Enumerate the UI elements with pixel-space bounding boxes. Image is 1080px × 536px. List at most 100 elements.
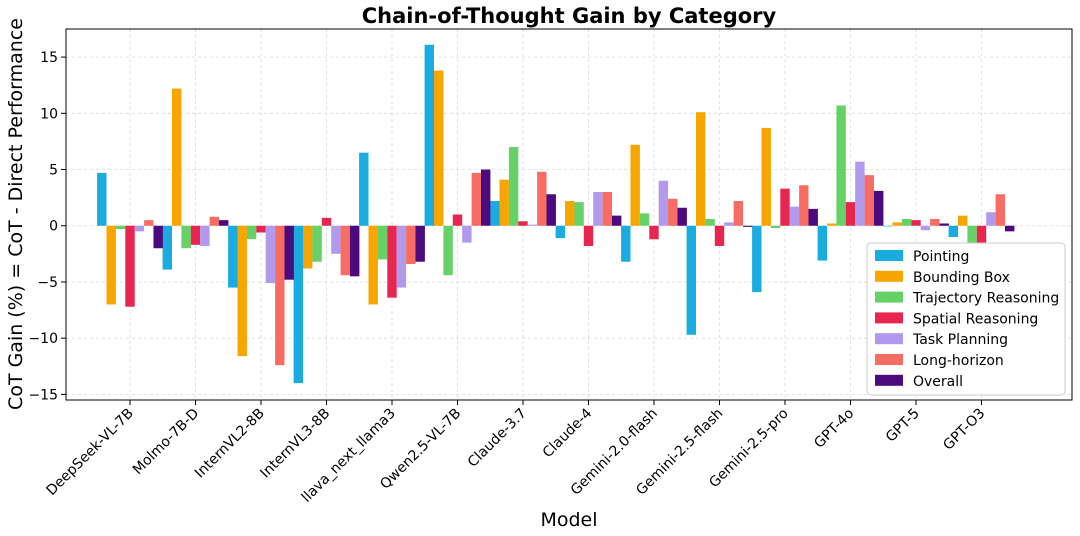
bar-long-horizon <box>733 201 743 226</box>
bar-long-horizon <box>209 216 219 226</box>
bar-long-horizon <box>537 171 547 226</box>
bar-spatial-reasoning <box>976 225 987 245</box>
bar-task-planning <box>920 225 931 231</box>
bar-task-planning <box>265 225 276 284</box>
x-tick-label: GPT-4o <box>811 406 857 452</box>
legend: Pointing Bounding Box Trajectory Reasoning… <box>866 242 1066 396</box>
bar-overall <box>546 194 556 226</box>
bar-bounding-box <box>696 112 706 226</box>
legend-label: Trajectory Reasoning <box>912 291 1059 307</box>
bar-pointing <box>948 225 958 237</box>
bar-long-horizon <box>406 225 416 264</box>
bar-bounding-box <box>761 127 771 226</box>
bar-spatial-reasoning <box>714 225 725 246</box>
bar-overall <box>284 225 294 280</box>
bar-overall <box>743 225 753 227</box>
legend-swatch <box>875 374 903 386</box>
bar-bounding-box <box>827 223 837 226</box>
bar-trajectory-reasoning <box>639 213 650 226</box>
bar-bounding-box <box>434 70 444 226</box>
bar-long-horizon <box>995 194 1005 226</box>
x-axis-label: Model <box>540 509 597 531</box>
y-tick-label: 15 <box>40 50 58 66</box>
bar-long-horizon <box>602 192 612 226</box>
bar-pointing <box>621 225 631 262</box>
bar-pointing <box>686 225 696 335</box>
bar-trajectory-reasoning <box>377 225 388 260</box>
x-tick-label: GPT-O3 <box>940 406 988 454</box>
bar-long-horizon <box>930 218 940 226</box>
bar-overall <box>153 225 163 249</box>
bar-task-planning <box>593 192 603 226</box>
bar-trajectory-reasoning <box>246 225 257 240</box>
bar-overall <box>1005 225 1015 232</box>
bar-bounding-box <box>565 201 575 226</box>
legend-swatch <box>875 312 903 324</box>
bar-spatial-reasoning <box>911 220 921 226</box>
legend-label: Task Planning <box>912 332 1008 348</box>
bar-task-planning <box>331 225 341 254</box>
bar-long-horizon <box>864 175 874 226</box>
chart-title: Chain-of-Thought Gain by Category <box>362 4 777 28</box>
bar-bounding-box <box>368 225 378 305</box>
bar-trajectory-reasoning <box>901 218 912 226</box>
bar-task-planning <box>200 225 210 246</box>
bar-spatial-reasoning <box>845 202 856 226</box>
bar-long-horizon <box>275 225 285 366</box>
bar-pointing <box>883 225 893 227</box>
bar-overall <box>808 208 818 226</box>
bar-overall <box>219 220 229 226</box>
bar-bounding-box <box>303 225 313 269</box>
bar-trajectory-reasoning <box>967 225 977 244</box>
bar-task-planning <box>789 206 800 226</box>
legend-swatch <box>875 250 903 261</box>
bar-trajectory-reasoning <box>770 225 781 228</box>
bar-pointing <box>752 225 762 293</box>
bar-spatial-reasoning <box>125 225 135 307</box>
bar-task-planning <box>134 225 145 232</box>
bar-bounding-box <box>106 225 116 305</box>
x-tick-label: Claude-4 <box>540 405 596 461</box>
bar-bounding-box <box>499 179 509 226</box>
bar-bounding-box <box>958 215 968 226</box>
bar-spatial-reasoning <box>518 221 528 226</box>
x-tick-label: Claude-3.7 <box>465 406 530 471</box>
bar-task-planning <box>527 224 538 226</box>
y-tick-label: −15 <box>28 387 58 403</box>
legend-label: Pointing <box>913 249 969 265</box>
bar-spatial-reasoning <box>190 225 201 245</box>
x-tick-label: DeepSeek-VL-7B <box>43 406 136 499</box>
bar-bounding-box <box>172 88 182 226</box>
bar-spatial-reasoning <box>256 225 266 233</box>
bar-pointing <box>817 225 827 261</box>
legend-swatch <box>875 291 903 303</box>
bar-spatial-reasoning <box>583 225 594 246</box>
bar-pointing <box>162 225 172 270</box>
plot-frame <box>65 28 1073 401</box>
y-tick-label: −5 <box>37 275 58 291</box>
bar-long-horizon <box>144 220 154 226</box>
bar-trajectory-reasoning <box>836 105 846 226</box>
bar-spatial-reasoning <box>780 188 790 226</box>
bar-overall <box>939 223 949 226</box>
bar-pointing <box>293 225 303 384</box>
bar-pointing <box>490 201 500 226</box>
bar-pointing <box>424 44 434 226</box>
bar-overall <box>350 225 360 277</box>
bar-long-horizon <box>471 172 481 226</box>
bar-pointing <box>555 225 565 239</box>
bar-trajectory-reasoning <box>443 225 453 276</box>
y-ticks: −15 −10 −5 0 5 10 15 <box>28 50 66 403</box>
bar-overall <box>874 190 884 226</box>
bar-pointing <box>228 225 238 288</box>
y-tick-label: −10 <box>28 331 58 347</box>
y-tick-label: 10 <box>40 106 58 122</box>
bar-overall <box>612 215 622 226</box>
bar-task-planning <box>658 180 669 226</box>
bar-overall <box>415 225 425 262</box>
x-tick-label: GPT-5 <box>883 406 923 446</box>
bar-long-horizon <box>799 185 809 226</box>
grid <box>66 29 1072 400</box>
bar-spatial-reasoning <box>387 225 397 298</box>
